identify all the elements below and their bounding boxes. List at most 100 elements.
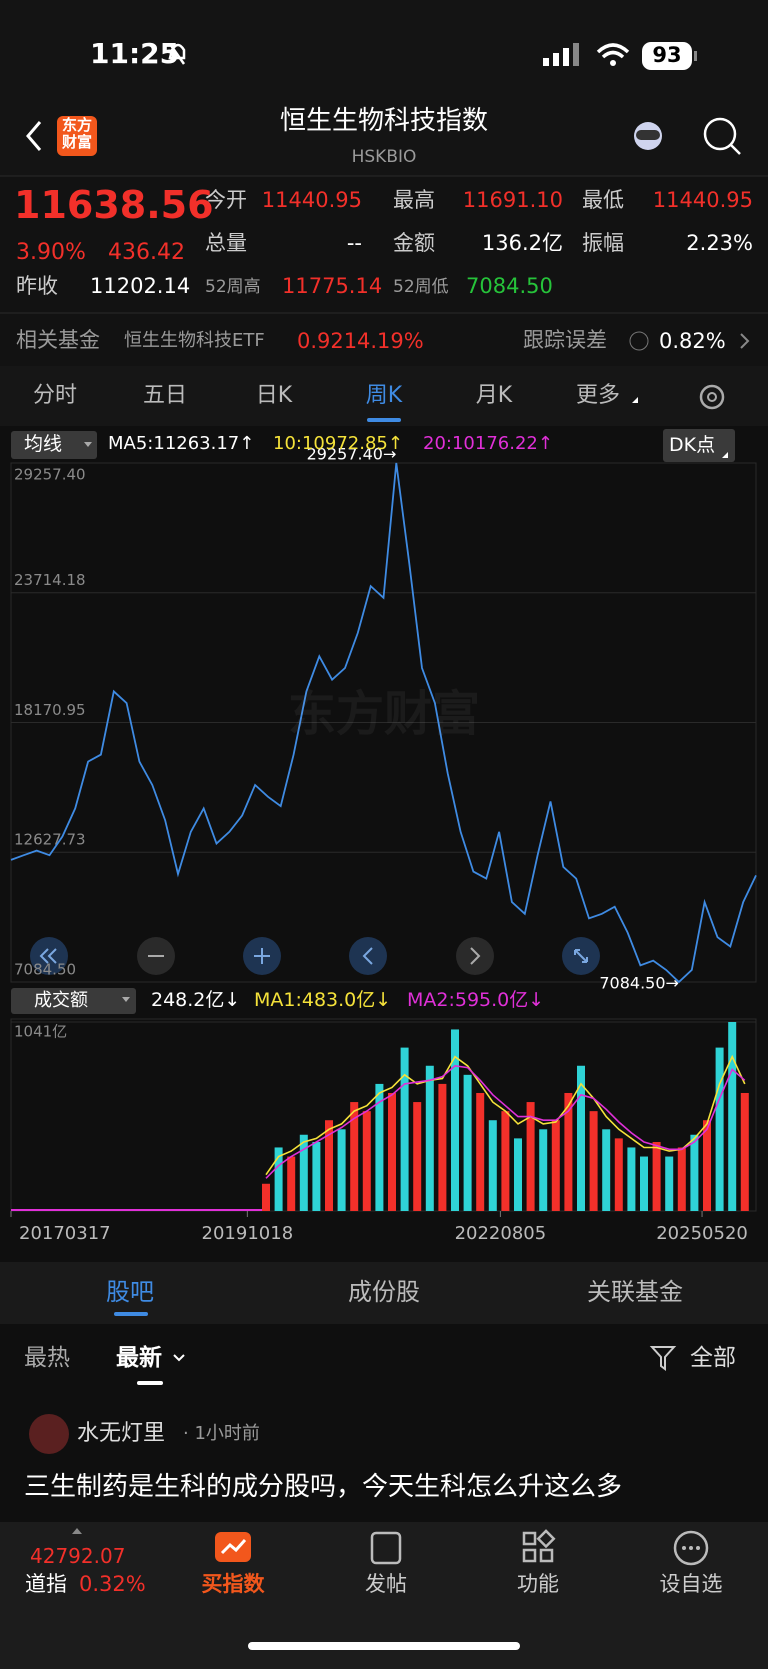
volume-bar (652, 1142, 661, 1211)
volume-button[interactable]: 成交额 (34, 990, 88, 1011)
volume-bar (425, 1065, 434, 1211)
volume-bar (476, 1092, 485, 1211)
nav-item[interactable]: 功能 (517, 1572, 559, 1596)
post-time: · 1小时前 (183, 1423, 260, 1444)
volume-bar (728, 1022, 737, 1211)
volume-bar (577, 1065, 585, 1211)
nav-item[interactable]: 买指数 (201, 1572, 265, 1596)
field-value: 11202.14 (90, 274, 191, 298)
field-label: 振幅 (582, 231, 624, 255)
x-tick-label: 20191018 (202, 1223, 294, 1244)
ma10: 10:10972.85↑ (273, 433, 403, 454)
field-value: 136.2亿 (481, 231, 563, 255)
volume-bar (539, 1129, 548, 1211)
dk-button[interactable]: DK点 (669, 434, 716, 456)
section-tab[interactable]: 成份股 (348, 1278, 420, 1306)
y-tick-label: 1041亿 (14, 1023, 67, 1041)
field-label: 金额 (393, 231, 435, 255)
period-tab[interactable]: 五日 (142, 383, 188, 408)
ma-button[interactable]: 均线 (24, 433, 63, 455)
tracking-label: 跟踪误差 (523, 328, 607, 352)
field-value: 2.23% (686, 231, 753, 255)
max-label: 29257.40→ (307, 445, 397, 464)
y-tick-label: 7084.50 (14, 961, 76, 979)
volume-bar (413, 1102, 422, 1211)
section-tab[interactable]: 股吧 (106, 1278, 154, 1306)
volume-bar (514, 1138, 522, 1211)
volume-bar (299, 1134, 308, 1211)
field-value: 11440.95 (261, 188, 362, 212)
sort-tab[interactable]: 最热 (24, 1345, 70, 1371)
volume-bar (438, 1083, 447, 1211)
volume-bar (388, 1092, 396, 1211)
watermark: 东方财富 (287, 686, 481, 742)
volume-bar (350, 1102, 359, 1211)
y-tick-label: 23714.18 (14, 571, 86, 589)
volume-bar (526, 1102, 535, 1211)
field-value: -- (346, 231, 362, 255)
volume-bar (602, 1129, 611, 1211)
volume-bar (337, 1129, 346, 1211)
volume-bar (463, 1074, 472, 1211)
fund-name[interactable]: 恒生生物科技ETF (124, 330, 265, 351)
ma5: MA5:11263.17↑ (108, 433, 255, 454)
volume-bar (640, 1156, 648, 1211)
nav-item[interactable]: 发帖 (365, 1572, 407, 1596)
price-line (10, 462, 757, 984)
volume-ma2 (265, 1064, 746, 1179)
volume-bar (690, 1134, 699, 1211)
field-label: 昨收 (16, 274, 58, 298)
fund-price: 0.921 (297, 329, 358, 353)
volume-bar (312, 1142, 321, 1211)
field-label: 今开 (205, 188, 247, 212)
index-value: 42792.07 (30, 1544, 126, 1568)
volume-bar (677, 1147, 686, 1211)
volume-bar (551, 1120, 560, 1211)
volume-bar (400, 1047, 409, 1211)
volume-bar (614, 1138, 623, 1211)
period-tab[interactable]: 更多 (575, 383, 621, 408)
volume-bar (287, 1156, 296, 1211)
last-price: 11638.56 (14, 183, 214, 227)
tracking-error: 0.82% (659, 329, 726, 353)
index-name: 道指 (25, 1572, 67, 1596)
post-text[interactable]: 三生制药是生科的成分股吗，今天生科怎么升这么多 (24, 1472, 623, 1502)
min-label: 7084.50→ (599, 974, 679, 993)
nav-item[interactable]: 设自选 (659, 1572, 723, 1596)
period-tab[interactable]: 日K (255, 383, 293, 408)
page-title: 恒生生物科技指数 (279, 106, 489, 136)
volume-bar (589, 1111, 598, 1211)
period-tab[interactable]: 月K (475, 383, 513, 408)
volume-ma1: MA1:483.0亿↓ (254, 989, 392, 1011)
volume-bar (627, 1147, 636, 1211)
volume-bar (488, 1120, 497, 1211)
period-tab[interactable]: 分时 (32, 383, 78, 408)
y-tick-label: 18170.95 (14, 701, 86, 719)
index-code: HSKBIO (351, 147, 417, 167)
section-tab[interactable]: 关联基金 (587, 1278, 683, 1306)
volume-bar (262, 1183, 270, 1211)
change-pct: 3.90% (16, 240, 86, 265)
fund-label: 相关基金 (16, 328, 100, 352)
x-tick-label: 20250520 (656, 1223, 748, 1244)
field-value: 11691.10 (462, 188, 563, 212)
volume-bar (715, 1047, 724, 1211)
volume-bar (375, 1083, 384, 1211)
period-tab[interactable]: 周K (365, 383, 403, 408)
volume-bar (501, 1111, 510, 1211)
volume-ma1 (265, 1054, 746, 1176)
field-label: 最高 (393, 188, 435, 212)
sort-tab[interactable]: 最新 (116, 1345, 162, 1371)
volume-bar (740, 1092, 749, 1211)
volume-latest: 248.2亿↓ (151, 989, 241, 1011)
user-name: 水无灯里 (77, 1421, 166, 1446)
field-label: 52周高 (205, 277, 261, 297)
field-label: 总量 (205, 231, 247, 255)
volume-bar (362, 1111, 371, 1211)
x-tick-label: 20220805 (455, 1223, 547, 1244)
fund-pct: 4.19% (357, 329, 424, 353)
filter[interactable]: 全部 (690, 1345, 736, 1371)
volume-bar (325, 1120, 333, 1211)
